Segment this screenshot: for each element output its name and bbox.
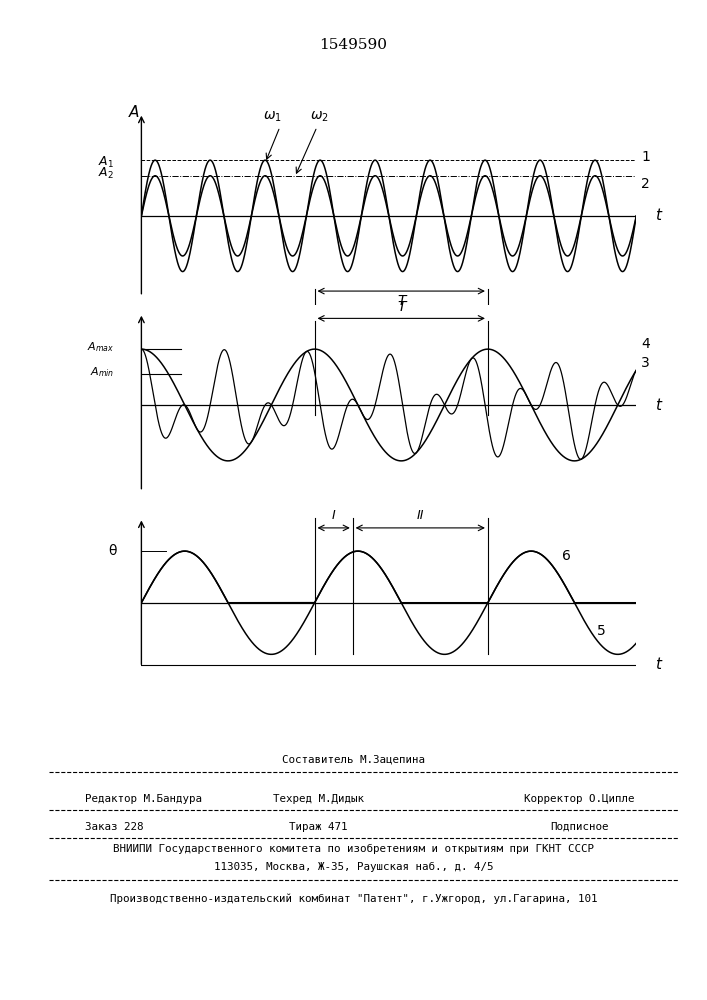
Text: 4: 4 xyxy=(641,337,650,351)
Text: $\omega_2$: $\omega_2$ xyxy=(310,110,329,124)
Text: ВНИИПИ Государственного комитета по изобретениям и открытиям при ГКНТ СССР: ВНИИПИ Государственного комитета по изоб… xyxy=(113,844,594,854)
Text: Тираж 471: Тираж 471 xyxy=(289,822,347,832)
Text: Производственно-издательский комбинат "Патент", г.Ужгород, ул.Гагарина, 101: Производственно-издательский комбинат "П… xyxy=(110,894,597,904)
Text: Редактор М.Бандура: Редактор М.Бандура xyxy=(85,794,201,804)
Text: Корректор О.Ципле: Корректор О.Ципле xyxy=(525,794,635,804)
Text: t: t xyxy=(655,397,661,412)
Text: T: T xyxy=(397,300,406,314)
Text: A: A xyxy=(129,105,139,120)
Text: $A_1$: $A_1$ xyxy=(98,155,115,170)
Text: 6: 6 xyxy=(562,549,571,563)
Text: $\omega_1$: $\omega_1$ xyxy=(263,110,282,124)
Text: T: T xyxy=(397,294,406,308)
Text: θ: θ xyxy=(108,544,117,558)
Text: Составитель М.Зацепина: Составитель М.Зацепина xyxy=(282,754,425,764)
Text: $A_{max}$: $A_{max}$ xyxy=(87,341,115,354)
Text: Заказ 228: Заказ 228 xyxy=(85,822,144,832)
Text: $A_{min}$: $A_{min}$ xyxy=(90,366,115,379)
Text: Техред М.Дидык: Техред М.Дидык xyxy=(273,794,363,804)
Text: I: I xyxy=(332,509,336,522)
Text: 5: 5 xyxy=(597,624,605,638)
Text: t: t xyxy=(655,208,661,223)
Text: Подписное: Подписное xyxy=(551,822,609,832)
Text: 2: 2 xyxy=(641,177,650,191)
Text: 1: 1 xyxy=(641,150,650,164)
Text: 1549590: 1549590 xyxy=(320,38,387,52)
Text: 113035, Москва, Ж-35, Раушская наб., д. 4/5: 113035, Москва, Ж-35, Раушская наб., д. … xyxy=(214,862,493,872)
Text: II: II xyxy=(416,509,424,522)
Text: t: t xyxy=(655,657,661,672)
Text: 3: 3 xyxy=(641,356,650,370)
Text: $A_2$: $A_2$ xyxy=(98,165,115,181)
